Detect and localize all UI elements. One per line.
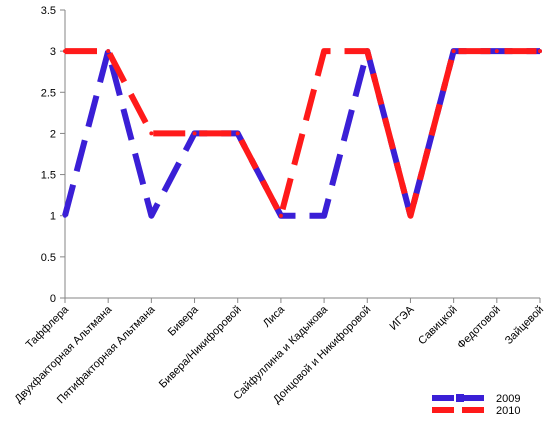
- series-line-2009: [62, 48, 540, 219]
- x-tick-label: Савицкой: [416, 304, 460, 348]
- x-tick-label: ИГЭА: [388, 303, 418, 333]
- x-tick-label: Зайцевой: [503, 304, 546, 347]
- x-tick-label: Федотовой: [455, 304, 503, 352]
- data-point-2009: [322, 213, 327, 218]
- y-tick-label: 2.5: [41, 87, 56, 99]
- data-point-2010: [192, 131, 197, 136]
- data-point-2010: [538, 49, 542, 54]
- y-tick-label: 2: [50, 128, 56, 140]
- legend-label-2010: 2010: [496, 405, 520, 417]
- y-tick-label: 1.5: [41, 170, 56, 182]
- y-tick-label: 1: [50, 211, 56, 223]
- data-point-2010: [365, 49, 370, 54]
- data-point-2009: [63, 213, 67, 218]
- x-tick-label: Лиса: [261, 303, 288, 330]
- data-point-2010: [235, 131, 240, 136]
- data-point-2010: [106, 49, 111, 54]
- y-tick-label: 3: [50, 46, 56, 58]
- data-point-2009: [149, 213, 154, 218]
- data-point-2010: [63, 49, 67, 54]
- x-tick-label: Бивера: [166, 303, 202, 339]
- legend-label-2009: 2009: [496, 393, 520, 405]
- series-line-2010: [65, 48, 540, 219]
- y-tick-label: 3.5: [41, 5, 56, 17]
- data-point-2010: [408, 213, 413, 218]
- y-tick-label: 0: [50, 293, 56, 305]
- legend-marker-2009: [456, 394, 464, 402]
- x-tick-label: Бивера/Никифоровой: [157, 304, 244, 391]
- data-point-2010: [451, 49, 456, 54]
- y-tick-label: 0.5: [41, 252, 56, 264]
- data-point-2010: [149, 131, 154, 136]
- series-lines: [62, 48, 542, 219]
- data-point-2010: [322, 49, 327, 54]
- data-point-2010: [494, 49, 499, 54]
- data-point-2010: [278, 213, 283, 218]
